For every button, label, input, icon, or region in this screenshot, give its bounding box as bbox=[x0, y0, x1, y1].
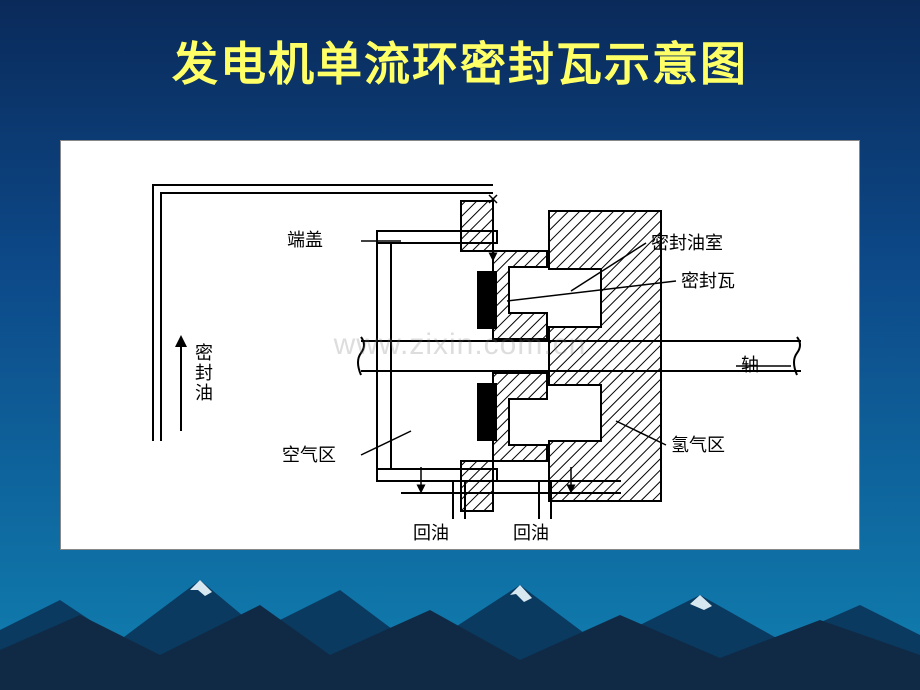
label-seal-ring: 密封瓦 bbox=[681, 271, 735, 291]
label-shaft: 轴 bbox=[741, 355, 759, 375]
label-seal-oil-2: 封 bbox=[195, 363, 213, 383]
label-hydrogen-zone: 氢气区 bbox=[671, 435, 725, 455]
label-return-oil-right: 回油 bbox=[513, 523, 549, 543]
diagram-container: www.zixin.com.cn bbox=[60, 140, 860, 550]
seal-ring-lower bbox=[477, 383, 497, 441]
label-return-oil-left: 回油 bbox=[413, 523, 449, 543]
schematic-svg: 端盖 密封油室 密封瓦 轴 氢气区 空气区 回油 回油 密 封 油 bbox=[61, 141, 861, 551]
mountain-footer bbox=[0, 560, 920, 690]
label-seal-oil-3: 油 bbox=[195, 383, 213, 403]
end-cover bbox=[377, 231, 497, 481]
label-end-cover: 端盖 bbox=[287, 230, 323, 250]
slide-title: 发电机单流环密封瓦示意图 bbox=[0, 0, 920, 94]
slide: 发电机单流环密封瓦示意图 www.zixin.com.cn bbox=[0, 0, 920, 690]
housing-block bbox=[549, 211, 661, 501]
label-seal-oil-1: 密 bbox=[195, 343, 213, 363]
seal-bush bbox=[461, 201, 547, 511]
seal-ring-upper bbox=[477, 271, 497, 329]
label-air-zone: 空气区 bbox=[282, 445, 336, 465]
label-seal-oil-chamber: 密封油室 bbox=[651, 233, 723, 253]
